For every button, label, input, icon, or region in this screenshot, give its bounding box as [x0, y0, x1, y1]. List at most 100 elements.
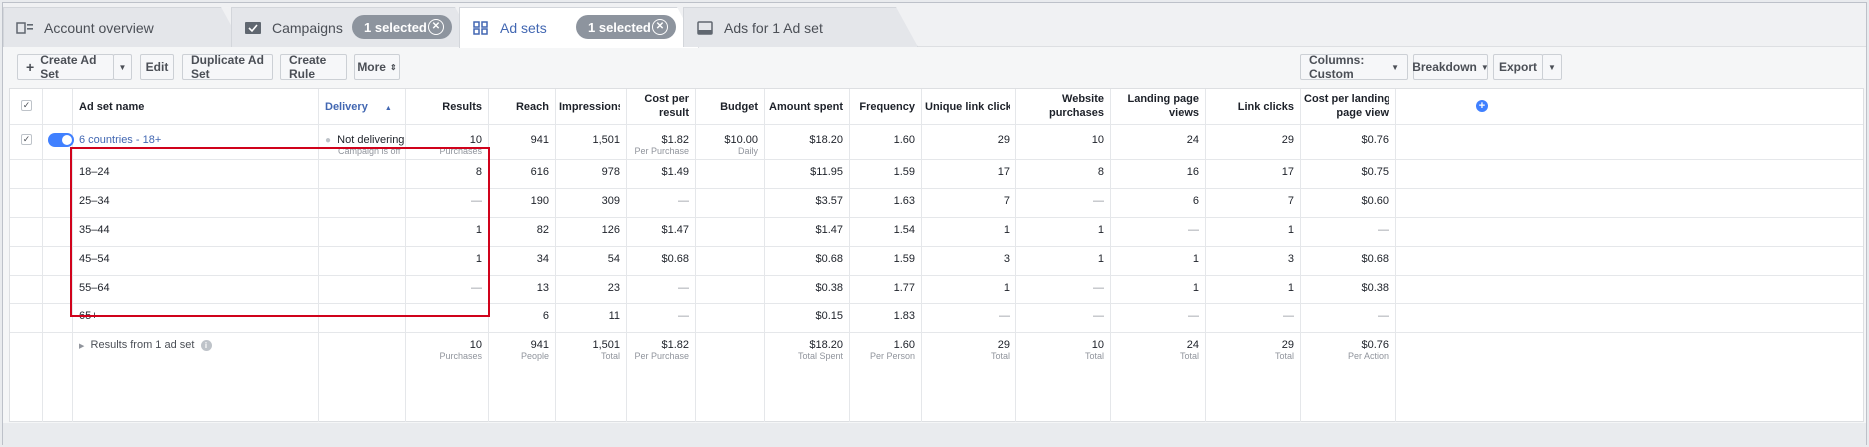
- adset-reach: 941: [530, 134, 549, 146]
- totals-amount-spent: $18.20 Total Spent: [768, 339, 843, 361]
- row-link-clicks: —: [1283, 310, 1294, 322]
- row-checkbox[interactable]: ✓: [21, 134, 32, 145]
- header-landing-page-views[interactable]: Landing page views: [1114, 92, 1200, 120]
- header-amount-spent[interactable]: Amount spent: [769, 101, 843, 113]
- row-amount-spent: $3.57: [815, 195, 843, 207]
- adset-name-link[interactable]: 6 countries - 18+: [79, 134, 162, 146]
- sub-label: Total Spent: [797, 351, 843, 361]
- row-frequency: 1.63: [893, 195, 915, 207]
- tab-account-overview[interactable]: Account overview: [3, 7, 243, 47]
- header-results[interactable]: Results: [442, 101, 482, 113]
- add-column-icon[interactable]: +: [1476, 100, 1488, 112]
- value: $18.20: [809, 339, 843, 351]
- tab-label: Account overview: [44, 19, 154, 36]
- totals-website-purchases: 10 Total: [1019, 339, 1104, 361]
- row-amount-spent: $0.68: [815, 253, 843, 265]
- tab-label: Campaigns: [272, 19, 343, 36]
- updown-icon: ⇕: [389, 62, 397, 72]
- columns-button[interactable]: Columns: Custom ▼: [1300, 53, 1408, 81]
- footer-strip: [3, 423, 1866, 446]
- info-icon[interactable]: i: [200, 340, 212, 351]
- create-ad-set-label: Create Ad Set: [40, 53, 97, 81]
- row-impressions: 978: [601, 166, 620, 178]
- row-cplpv: $0.60: [1361, 195, 1389, 207]
- header-cost-per-landing-page-view[interactable]: Cost per landing page view: [1304, 92, 1389, 120]
- clear-selection-icon[interactable]: ✕: [652, 19, 668, 35]
- totals-label: Results from 1 ad set: [90, 339, 195, 351]
- value: $1.82: [661, 339, 689, 351]
- duplicate-ad-set-button[interactable]: Duplicate Ad Set: [182, 53, 273, 81]
- tab-label: Ad sets: [500, 20, 547, 36]
- header-budget[interactable]: Budget: [720, 101, 758, 113]
- campaigns-selection-pill[interactable]: 1 selected ✕: [352, 15, 452, 39]
- caret-down-icon: ▼: [1480, 62, 1489, 72]
- adset-unique-link-clicks: 29: [997, 134, 1010, 146]
- header-cost-per-result[interactable]: Cost per result: [630, 92, 689, 120]
- row-age: 35–44: [79, 224, 110, 236]
- row-unique-link-clicks: 1: [1003, 224, 1010, 236]
- sub-label: Total: [1179, 351, 1199, 361]
- row-unique-link-clicks: —: [999, 310, 1010, 322]
- ad-sets-selection-pill[interactable]: 1 selected ✕: [576, 15, 676, 39]
- edit-button[interactable]: Edit: [140, 54, 174, 80]
- pill-label: 1 selected: [364, 19, 427, 35]
- header-link-clicks[interactable]: Link clicks: [1237, 101, 1294, 113]
- select-all-checkbox[interactable]: ✓: [21, 100, 32, 111]
- adset-amount-spent: $18.20: [809, 134, 843, 146]
- export-dropdown-button[interactable]: ▼: [1542, 54, 1562, 80]
- value: 24: [1186, 339, 1199, 351]
- row-cplpv: —: [1378, 310, 1389, 322]
- header-website-purchases[interactable]: Website purchases: [1019, 92, 1104, 120]
- create-ad-set-button[interactable]: + Create Ad Set: [17, 53, 114, 81]
- header-ad-set-name[interactable]: Ad set name: [79, 101, 145, 113]
- adset-toggle[interactable]: [48, 133, 74, 147]
- value: 29: [1281, 339, 1294, 351]
- row-cpr: —: [678, 310, 689, 322]
- adset-frequency: 1.60: [893, 134, 915, 146]
- caret-down-icon: ▼: [1391, 62, 1399, 72]
- highlight-box: [70, 147, 490, 317]
- header-frequency[interactable]: Frequency: [859, 101, 915, 113]
- row-link-clicks: 3: [1287, 253, 1294, 265]
- value: 29: [997, 339, 1010, 351]
- row-results: —: [471, 195, 482, 207]
- row-age: 18–24: [79, 166, 110, 178]
- sub-label: Per Purchase: [634, 351, 689, 361]
- row-cplpv: $0.75: [1361, 166, 1389, 178]
- row-impressions: 126: [601, 224, 620, 236]
- row-link-clicks: 17: [1281, 166, 1294, 178]
- header-unique-link-clicks[interactable]: Unique link clicks: [925, 101, 1010, 113]
- header-line: Website: [1062, 93, 1104, 105]
- row-landing-page-views: 1: [1192, 253, 1199, 265]
- row-cpr: $0.68: [661, 253, 689, 265]
- account-overview-icon: [16, 21, 34, 35]
- header-impressions[interactable]: Impressions: [559, 101, 620, 113]
- row-website-purchases: —: [1093, 195, 1104, 207]
- export-label: Export: [1499, 60, 1538, 74]
- value: 10: [1091, 339, 1104, 351]
- sub-label: People: [520, 351, 549, 361]
- row-website-purchases: 1: [1097, 224, 1104, 236]
- clear-selection-icon[interactable]: ✕: [428, 19, 444, 35]
- grid-icon: [472, 21, 490, 35]
- adset-website-purchases: 10: [1091, 134, 1104, 146]
- row-age: 45–54: [79, 253, 110, 265]
- toolbar: + Create Ad Set ▼ Edit Duplicate Ad Set …: [3, 48, 1866, 88]
- row-amount-spent: $11.95: [810, 166, 843, 178]
- plus-icon: +: [26, 59, 35, 75]
- tab-ads[interactable]: Ads for 1 Ad set: [683, 7, 918, 47]
- create-rule-button[interactable]: Create Rule: [280, 53, 347, 81]
- row-unique-link-clicks: 17: [997, 166, 1010, 178]
- header-line: purchases: [1048, 107, 1104, 119]
- row-link-clicks: 1: [1287, 282, 1294, 294]
- breakdown-label: Breakdown: [1412, 60, 1477, 74]
- header-delivery[interactable]: Delivery ▲: [325, 100, 403, 116]
- expand-arrow-icon[interactable]: ▶: [79, 343, 85, 350]
- status-dot-icon: ●: [325, 135, 332, 146]
- more-button[interactable]: More ⇕: [354, 54, 400, 80]
- header-line: result: [659, 107, 689, 119]
- breakdown-button[interactable]: Breakdown ▼: [1412, 54, 1489, 80]
- create-dropdown-button[interactable]: ▼: [113, 54, 132, 80]
- header-reach[interactable]: Reach: [515, 101, 549, 113]
- export-button[interactable]: Export: [1493, 54, 1543, 80]
